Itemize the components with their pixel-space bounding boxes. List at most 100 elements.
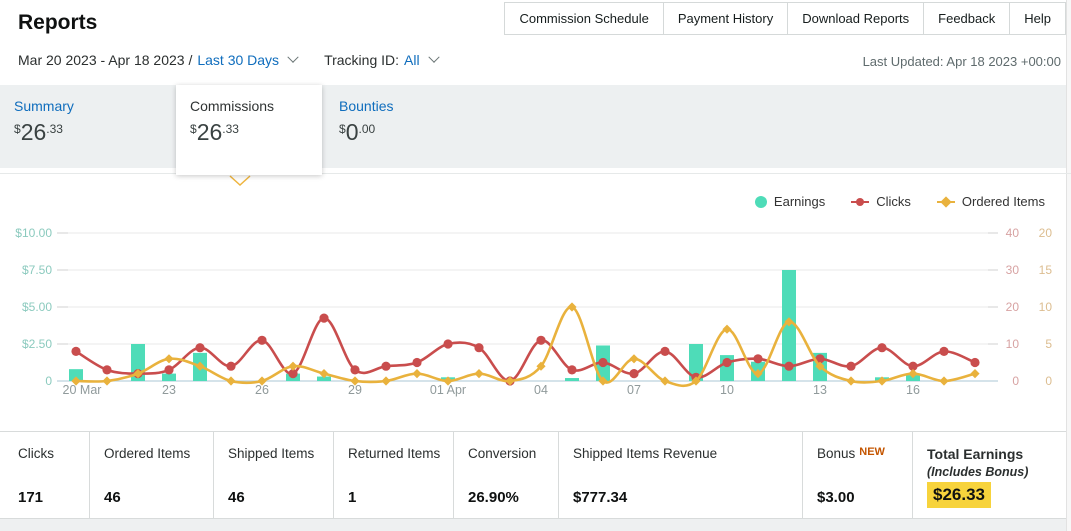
tab-amount: $0.00 [339, 119, 393, 146]
right-axis2-label: 5 [1045, 337, 1052, 351]
legend-item-ordered-items[interactable]: Ordered Items [936, 194, 1045, 209]
clicks-point [660, 346, 670, 356]
stat-label-text: Total Earnings [927, 446, 1024, 462]
ordered-items-point [877, 376, 887, 386]
stat-value: 46 [228, 489, 245, 506]
ordered-items-point [257, 376, 267, 386]
clicks-point [939, 346, 949, 356]
clicks-point [815, 354, 825, 364]
nav-button-payment-history[interactable]: Payment History [664, 3, 789, 34]
chart-canvas[interactable]: 0 0 0 $2.50 10 5 $5.00 20 10 $7.50 30 15 $10.00 40 20 2… [0, 178, 1071, 430]
legend-item-earnings[interactable]: Earnings [754, 194, 825, 209]
ordered-items-point [660, 376, 670, 386]
nav-button-feedback[interactable]: Feedback [924, 3, 1011, 34]
ordered-items-point [815, 361, 825, 371]
clicks-point [288, 369, 298, 379]
legend-marker-circle-icon [851, 196, 870, 208]
stat-label-text: Ordered Items [104, 446, 191, 461]
ordered-items-point [381, 376, 391, 386]
right-axis1-label: 0 [1012, 374, 1019, 388]
tab-label: Bounties [339, 98, 394, 114]
ordered-items-point [598, 376, 608, 386]
stat-shipped-items: Shipped Items 46 [213, 432, 333, 518]
tab-label: Summary [14, 98, 74, 114]
x-axis-label: 29 [348, 383, 362, 397]
stat-label-text: Clicks [18, 446, 54, 461]
tab-bounties[interactable]: Bounties $0.00 [339, 85, 393, 146]
clicks-point [629, 369, 639, 379]
filter-row: Mar 20 2023 - Apr 18 2023 / Last 30 Days… [18, 51, 440, 68]
earnings-bar [162, 373, 176, 381]
x-axis-label: 10 [720, 383, 734, 397]
ordered-items-point [784, 317, 794, 327]
stat-conversion: Conversion 26.90% [453, 432, 558, 518]
right-axis1-label: 30 [1006, 263, 1020, 277]
clicks-point [753, 354, 763, 364]
tracking-id-label: Tracking ID: [324, 52, 400, 68]
ordered-items-point [970, 369, 980, 379]
left-axis-label: $7.50 [22, 263, 52, 277]
currency-symbol: $ [190, 122, 197, 136]
stat-ordered-items: Ordered Items 46 [89, 432, 213, 518]
stat-label: Shipped Items [228, 446, 325, 461]
stat-label-text: Bonus [817, 446, 856, 461]
clicks-point [195, 343, 205, 353]
tab-commissions[interactable]: Commissions $26.33 [176, 85, 322, 175]
ordered-items-point [567, 302, 577, 312]
x-axis-label: 16 [906, 383, 920, 397]
amount-frac: .33 [46, 122, 63, 136]
tracking-id-dropdown[interactable]: All [404, 52, 420, 68]
amount-int: 26 [20, 119, 47, 145]
stat-total-earnings: Total Earnings (Includes Bonus) $26.33 [912, 432, 1071, 518]
tabs-band: Summary $26.33 Bounties $0.00 [0, 85, 1071, 168]
stat-sublabel: (Includes Bonus) [927, 465, 1029, 479]
legend-marker-circle-icon [754, 195, 767, 208]
legend-item-clicks[interactable]: Clicks [851, 194, 911, 209]
right-axis2-label: 10 [1039, 300, 1053, 314]
ordered-items-point [443, 376, 453, 386]
tab-amount: $26.33 [190, 119, 322, 146]
amount-int: 0 [345, 119, 359, 145]
amount-frac: .33 [222, 122, 239, 136]
legend-marker-shape [856, 198, 865, 206]
x-axis-label: 01 Apr [430, 383, 466, 397]
currency-symbol: $ [339, 122, 346, 136]
ordered-items-point [288, 361, 298, 371]
scrollbar-track[interactable] [1066, 0, 1071, 531]
clicks-point [257, 335, 267, 345]
chevron-down-icon[interactable] [287, 51, 299, 63]
stat-value: 171 [18, 489, 44, 506]
amount-frac: .00 [358, 122, 376, 136]
bottom-strip [0, 519, 1071, 531]
stat-shipped-items-revenue: Shipped Items Revenue $777.34 [558, 432, 802, 518]
clicks-point [784, 361, 794, 371]
stat-label: Conversion [468, 446, 550, 461]
section-divider [0, 173, 1071, 174]
right-axis1-label: 20 [1006, 300, 1020, 314]
earnings-bar [69, 369, 83, 381]
page-title: Reports [18, 11, 98, 34]
ordered-items-point [164, 354, 174, 364]
tab-summary[interactable]: Summary $26.33 [14, 85, 74, 146]
new-badge: NEW [859, 446, 885, 458]
nav-button-download-reports[interactable]: Download Reports [788, 3, 925, 34]
ordered-items-point [474, 369, 484, 379]
legend-marker-shape [940, 196, 952, 208]
clicks-point [164, 365, 174, 375]
ordered-items-point [939, 376, 949, 386]
stat-value: $26.33 [927, 482, 991, 508]
ordered-items-point [629, 354, 639, 364]
nav-button-help[interactable]: Help [1024, 11, 1051, 26]
amount-int: 26 [196, 119, 223, 145]
stat-label: Bonus NEW [817, 446, 904, 461]
currency-symbol: $ [14, 122, 21, 136]
stat-label: Total Earnings [927, 446, 1063, 462]
clicks-point [226, 361, 236, 371]
chevron-down-icon[interactable] [427, 51, 440, 63]
period-dropdown[interactable]: Last 30 Days [197, 52, 280, 68]
clicks-point [877, 343, 887, 353]
stat-bonus: Bonus NEW $3.00 [802, 432, 912, 518]
nav-button-commission-schedule[interactable]: Commission Schedule [505, 3, 664, 34]
left-axis-label: $10.00 [15, 226, 52, 240]
